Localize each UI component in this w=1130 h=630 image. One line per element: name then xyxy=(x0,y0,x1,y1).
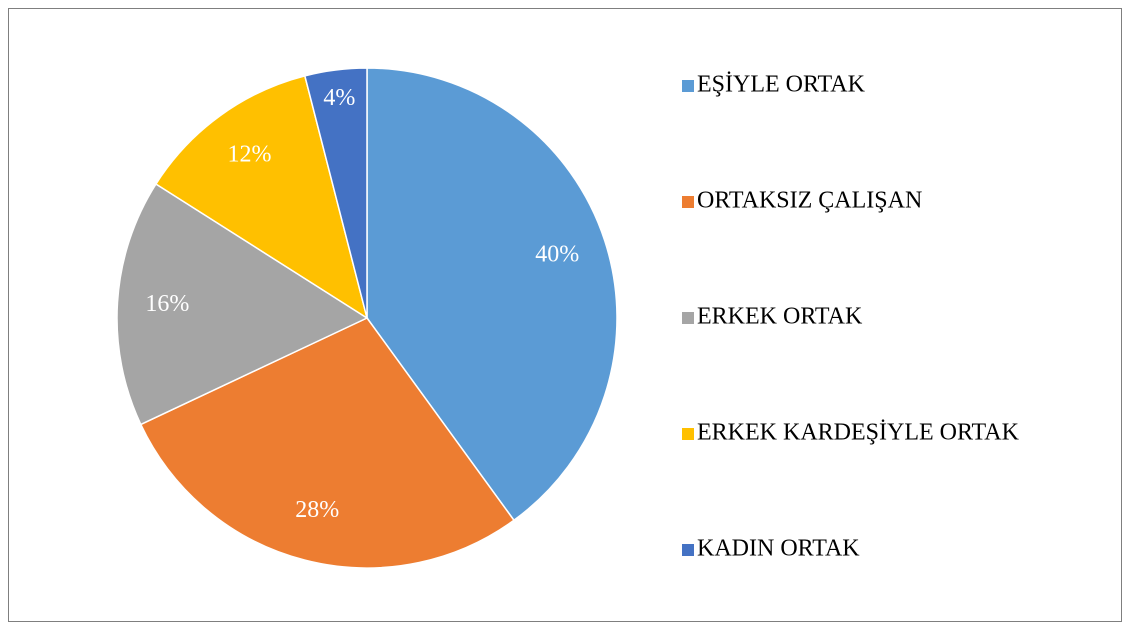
legend-swatch xyxy=(682,196,694,208)
legend-swatch xyxy=(682,80,694,92)
data-label: 4% xyxy=(323,85,355,111)
legend-label: KADIN ORTAK xyxy=(697,536,860,562)
data-label: 28% xyxy=(295,497,339,523)
pie-slice xyxy=(139,317,515,569)
legend-swatch xyxy=(682,544,694,556)
legend-label: ERKEK ORTAK xyxy=(697,304,863,330)
legend-swatch xyxy=(682,428,694,440)
pie-slice xyxy=(303,67,368,319)
data-label: 12% xyxy=(227,142,271,168)
data-label: 40% xyxy=(535,242,579,268)
pie-slice xyxy=(366,67,618,522)
legend-label: ORTAKSIZ ÇALIŞAN xyxy=(697,188,922,214)
data-label: 16% xyxy=(145,291,189,317)
pie-slice xyxy=(154,74,369,320)
legend-swatch xyxy=(682,312,694,324)
pie-slice xyxy=(116,183,369,426)
legend-label: ERKEK KARDEŞİYLE ORTAK xyxy=(697,420,1020,446)
legend-label: EŞİYLE ORTAK xyxy=(697,72,866,98)
